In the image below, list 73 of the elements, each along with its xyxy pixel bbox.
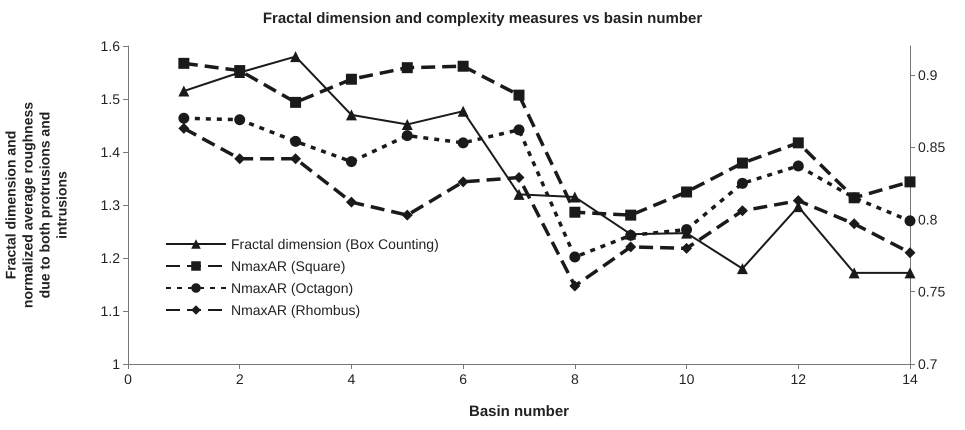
legend-label: NmaxAR (Octagon) [231,280,354,296]
point [569,252,580,263]
point [178,112,190,124]
point [346,156,357,168]
y-tick-label: 1 [112,356,120,372]
point [569,192,580,203]
y-tick-label: 1.3 [100,197,120,213]
point [625,210,636,221]
point [514,188,524,200]
point [736,158,748,169]
legend-label: Fractal dimension (Box Counting) [231,236,439,252]
point [402,130,413,142]
point [792,137,804,148]
point [904,215,916,226]
point [514,90,524,101]
point [736,263,748,274]
y2-tick-label: 0.85 [918,139,946,156]
y2-tick-label: 0.9 [918,66,938,83]
point [514,124,524,136]
x-tick-label: 8 [570,371,579,387]
point [346,196,357,208]
point [458,176,469,188]
y-tick-label: 1.6 [100,38,120,54]
x-tick-label: 6 [459,371,468,387]
point [402,118,413,130]
point [904,267,916,278]
y-tick-label: 1.2 [100,250,120,266]
chart-title: Fractal dimension and complexity measures vs basin number [262,10,702,27]
y-axis-title: Fractal dimension and normalized average roughness due to both protrusions and intrusions [2,102,70,308]
point [346,109,357,120]
point [290,153,302,164]
point [402,210,413,221]
x-tick-label: 12 [790,371,806,387]
point [569,206,580,218]
x-tick-label: 10 [678,371,695,387]
y-tick-label: 1.1 [100,303,120,319]
point [904,176,916,188]
point [346,74,357,85]
point [290,51,302,62]
point [178,58,190,69]
x-axis-title: Basin number [468,403,570,420]
point [625,241,636,252]
y2-tick-label: 0.8 [918,211,938,228]
x-tick-label: 14 [902,371,918,387]
point [514,172,524,184]
point [904,247,916,258]
point [178,86,190,97]
point [681,186,692,198]
point [458,137,469,148]
point [681,242,692,254]
y2-tick-label: 0.7 [918,356,938,372]
point [178,122,190,134]
point [848,267,860,278]
point [402,62,413,74]
point [569,280,580,292]
point [848,192,860,204]
legend-label: NmaxAR (Rhombus) [231,302,360,318]
point [792,160,804,172]
y-tick-label: 1.5 [100,91,120,107]
point [736,205,748,216]
point [290,136,302,147]
y-tick-label: 1.4 [100,144,120,160]
point [848,218,860,230]
x-tick-label: 2 [236,371,244,387]
x-tick-label: 4 [348,371,356,387]
legend-label: NmaxAR (Square) [231,258,346,274]
point [234,114,246,126]
y2-tick-label: 0.75 [918,284,946,300]
x-tick-label: 0 [124,371,132,387]
point [458,60,469,72]
point [736,178,748,189]
point [458,106,469,117]
point [290,96,302,108]
